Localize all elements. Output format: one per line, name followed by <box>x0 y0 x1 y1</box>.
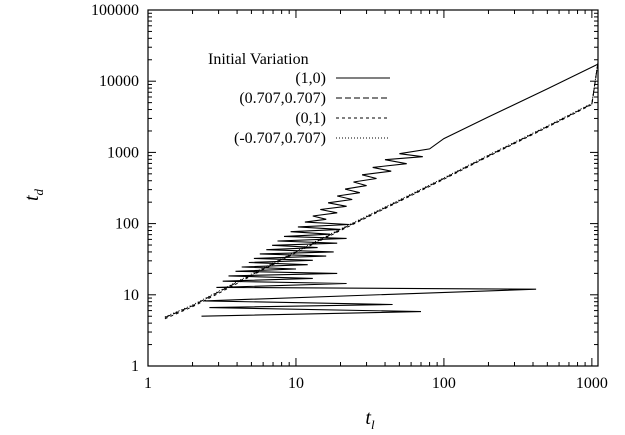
series-lines <box>164 61 599 320</box>
y-tick-label-0: 1 <box>131 358 139 375</box>
series-line-4 <box>164 61 599 318</box>
x-tick-label-1: 10 <box>288 375 304 392</box>
axis-ticks: 1 10 100 1000 1 10 100 1000 10000 100000 <box>91 2 608 392</box>
x-tick-label-2: 100 <box>432 375 456 392</box>
y-axis-title-base: t <box>21 195 43 201</box>
legend-swatches <box>336 77 390 139</box>
legend: Initial Variation (1,0) (0.707,0.707) (0… <box>208 51 390 147</box>
y-tick-label-5: 100000 <box>91 2 139 19</box>
x-axis-title: tl <box>365 407 375 432</box>
legend-label-4: (-0.707,0.707) <box>234 130 326 147</box>
series-line-2 <box>164 62 599 318</box>
y-axis-title: td <box>21 188 46 201</box>
x-axis-title-sub: l <box>371 417 375 432</box>
legend-label-1: (1,0) <box>295 70 326 87</box>
x-tick-label-0: 1 <box>144 375 152 392</box>
y-tick-label-2: 100 <box>115 216 139 233</box>
legend-label-3: (0,1) <box>295 110 326 127</box>
x-axis-title-base: t <box>365 407 371 429</box>
plot-frame <box>147 9 599 367</box>
y-axis-title-sub: d <box>31 188 46 195</box>
legend-label-2: (0.707,0.707) <box>239 90 326 107</box>
y-tick-label-3: 1000 <box>107 144 139 161</box>
x-tick-label-3: 1000 <box>576 375 608 392</box>
y-tick-label-1: 10 <box>123 287 139 304</box>
series-line-1 <box>201 63 599 317</box>
y-tick-label-4: 10000 <box>99 73 139 90</box>
series-line-3 <box>164 62 599 320</box>
legend-title: Initial Variation <box>208 51 309 68</box>
